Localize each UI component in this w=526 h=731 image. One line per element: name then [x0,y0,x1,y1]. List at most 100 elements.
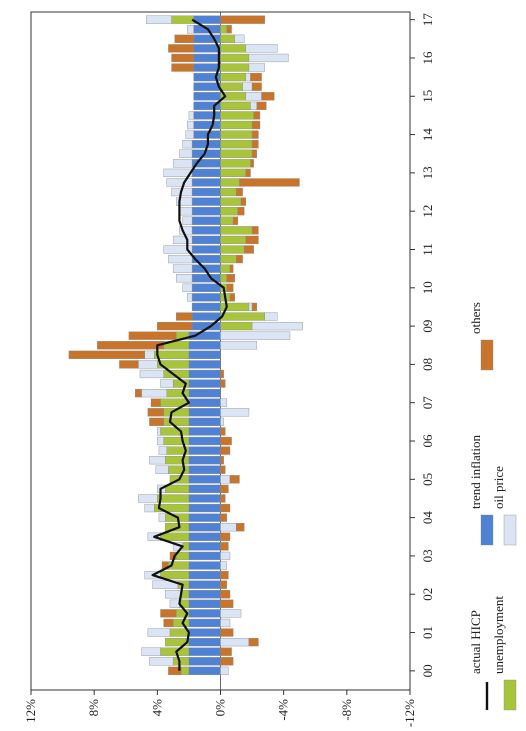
bar-others [147,408,164,417]
bar-unemployment [220,312,265,321]
bar-others [232,216,239,225]
bar-oil-price [220,523,237,532]
bar-trend-inflation [193,53,221,63]
bar-others [220,484,229,494]
bar-unemployment [220,130,253,139]
bar-unemployment [220,178,240,187]
bar-trend-inflation [191,207,221,216]
bar-unemployment [220,187,237,197]
bar-unemployment [220,207,239,216]
bar-oil-price [163,168,193,178]
bar-oil-price [234,34,245,43]
bar-unemployment [172,657,190,666]
bar-oil-price [144,503,155,513]
bar-others [220,379,226,388]
bar-others [251,140,259,149]
bar-oil-price [169,599,180,608]
legend-swatch [480,514,494,546]
time-tick-label: 00 [420,664,435,677]
bar-unemployment [220,34,235,43]
bar-oil-price [248,53,289,63]
legend-swatch [503,514,517,546]
bar-trend-inflation [193,111,221,120]
bar-others [251,120,261,130]
legend-label: actual HICP [468,610,483,674]
bar-others [261,92,275,101]
bar-oil-price [168,254,193,264]
bar-oil-price [220,637,250,647]
bar-trend-inflation [188,609,221,618]
bar-oil-price [157,427,161,436]
bar-oil-price [264,312,278,321]
bar-others [68,350,145,359]
bar-others [220,532,231,541]
bar-oil-price [149,657,174,666]
bar-oil-price [182,140,193,149]
bar-others [236,187,243,197]
bar-others [220,570,229,580]
bar-unemployment [220,53,250,63]
bar-unemployment [153,350,190,359]
bar-oil-price [158,513,166,522]
bar-others [251,149,258,158]
time-tick-label: 03 [420,549,435,562]
time-tick-label: 15 [420,90,435,103]
bar-others [220,513,228,522]
bar-trend-inflation [193,120,221,130]
bar-others [226,283,234,292]
bar-oil-price [179,149,193,158]
bar-others [226,274,235,283]
bar-oil-price [157,436,164,446]
legend-swatch [503,679,517,711]
value-tick-label: 8% [86,699,101,717]
bar-oil-price [188,111,194,120]
bar-unemployment [220,226,253,235]
bar-unemployment [220,159,251,168]
bar-oil-price [138,494,158,503]
bar-others [168,44,194,53]
bar-others [160,609,177,618]
bar-others [236,254,243,264]
bar-unemployment [165,484,190,494]
bar-unemployment [220,235,246,245]
bar-trend-inflation [188,484,221,494]
bar-oil-price [220,341,258,350]
value-tick-label: -12% [402,699,417,727]
bar-trend-inflation [191,312,221,321]
bar-trend-inflation [188,408,221,417]
bar-unemployment [168,465,190,474]
bar-oil-price [220,331,291,340]
bar-trend-inflation [188,436,221,446]
bar-others [157,321,193,331]
bar-others [250,72,262,82]
legend-label: unemployment [491,596,506,674]
bar-trend-inflation [188,618,221,628]
bar-trend-inflation [188,561,221,570]
bar-oil-price [141,389,168,398]
bar-trend-inflation [191,197,221,206]
bar-unemployment [220,264,231,273]
bar-oil-price [220,561,228,570]
bar-trend-inflation [188,456,221,465]
bar-trend-inflation [188,465,221,474]
bar-oil-price [146,15,172,24]
value-tick-label: -4% [276,699,291,721]
bar-oil-price [144,350,155,359]
bar-trend-inflation [188,647,221,656]
bar-oil-price [163,245,193,254]
time-tick-label: 02 [420,588,435,601]
bar-others [220,15,265,24]
bar-oil-price [245,72,251,82]
time-tick-label: 06 [420,434,435,448]
value-tick-label: 0% [213,699,228,717]
bar-oil-price [220,551,231,561]
bar-trend-inflation [188,666,221,675]
bar-others [226,25,232,34]
bar-others [220,503,231,513]
bar-oil-price [158,446,168,455]
bar-oil-price [251,321,303,331]
bar-others [250,159,254,168]
bar-oil-price [187,293,193,302]
bar-trend-inflation [188,542,221,551]
bar-trend-inflation [191,216,221,225]
